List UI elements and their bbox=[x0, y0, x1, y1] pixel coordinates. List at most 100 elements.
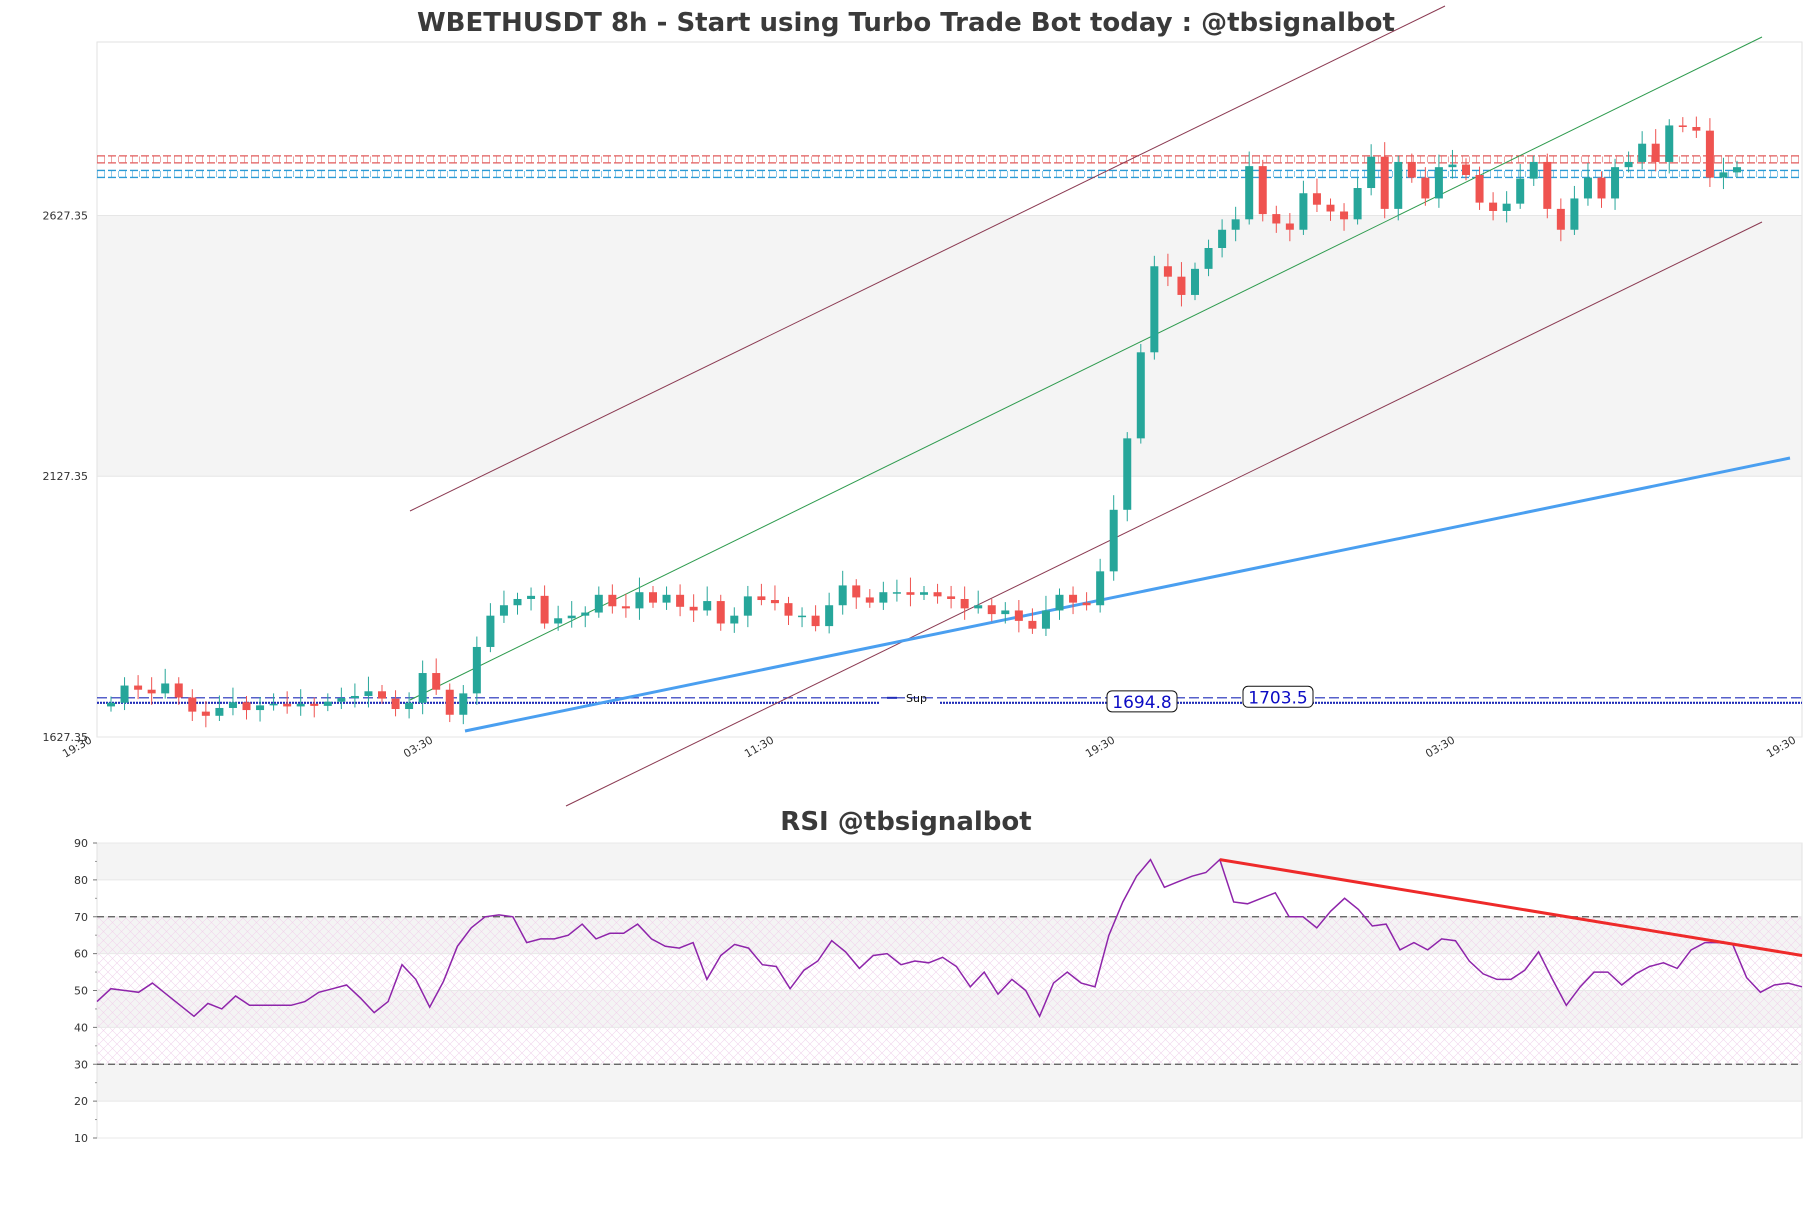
rsi-y-tick: 50 bbox=[74, 985, 88, 998]
level-label: 1703.5 bbox=[1248, 688, 1307, 708]
candle-down bbox=[1014, 610, 1023, 621]
candle-up bbox=[405, 702, 414, 710]
candle-up bbox=[1611, 167, 1620, 199]
candle-up bbox=[472, 646, 481, 694]
candle-up bbox=[1299, 193, 1308, 230]
candle-down bbox=[242, 702, 251, 711]
candle-up bbox=[1570, 198, 1579, 230]
candle-down bbox=[757, 596, 766, 601]
candle-down bbox=[1462, 164, 1470, 175]
candle-down bbox=[1475, 174, 1484, 203]
rsi-band-top bbox=[97, 843, 1802, 880]
candle-down bbox=[811, 615, 820, 627]
candle-up bbox=[296, 703, 305, 707]
trend-support-line bbox=[464, 456, 1791, 733]
candle-down bbox=[445, 689, 454, 715]
candle-down bbox=[1258, 166, 1267, 215]
rsi-y-tick: 60 bbox=[74, 948, 88, 961]
candle-up bbox=[1733, 167, 1741, 173]
candle-down bbox=[621, 606, 630, 609]
channel-lower-line bbox=[565, 221, 1763, 807]
rsi-plot-area bbox=[96, 842, 1803, 1139]
candle-down bbox=[310, 703, 319, 706]
candle-down bbox=[1326, 204, 1335, 212]
candle-down bbox=[852, 585, 861, 598]
channel-mid-line bbox=[409, 36, 1763, 701]
level-label-box bbox=[1106, 690, 1178, 713]
candle-up bbox=[1448, 164, 1457, 168]
candle-down bbox=[1407, 161, 1416, 178]
candle-down bbox=[770, 600, 779, 604]
candle-down bbox=[391, 698, 400, 710]
price-plot-area: Sup 1694.8 1703.5 bbox=[96, 5, 1803, 807]
price-y-tick: 2127.35 bbox=[43, 470, 89, 483]
support-label: Sup bbox=[906, 692, 927, 705]
candle-up bbox=[1245, 166, 1254, 220]
candle-up bbox=[215, 707, 224, 716]
price-chart-title: WBETHUSDT 8h - Start using Turbo Trade B… bbox=[417, 8, 1395, 38]
candle-up bbox=[567, 615, 576, 619]
candle-up bbox=[1109, 509, 1118, 572]
candle-up bbox=[838, 585, 847, 606]
candle-down bbox=[1705, 130, 1714, 178]
candle-down bbox=[1082, 602, 1091, 606]
candle-up bbox=[323, 701, 332, 706]
candle-down bbox=[1163, 266, 1172, 277]
candle-up bbox=[1502, 203, 1511, 211]
candle-down bbox=[540, 595, 549, 624]
candle-down bbox=[947, 596, 956, 599]
candle-up bbox=[364, 691, 373, 696]
candle-up bbox=[594, 594, 603, 613]
candle-up bbox=[554, 618, 563, 624]
candle-down bbox=[1421, 177, 1430, 199]
candle-up bbox=[1096, 571, 1105, 606]
candle-up bbox=[161, 683, 170, 694]
candle-up bbox=[1394, 161, 1403, 209]
candle-down bbox=[283, 703, 292, 707]
candle-up bbox=[1434, 167, 1443, 199]
candle-down bbox=[1556, 208, 1565, 230]
candle-down bbox=[1597, 177, 1606, 199]
candle-up bbox=[513, 598, 522, 606]
candle-down bbox=[378, 691, 386, 699]
rsi-y-tick: 30 bbox=[74, 1058, 88, 1071]
candle-down bbox=[1543, 161, 1552, 209]
candle-up bbox=[1529, 161, 1538, 179]
candle-up bbox=[107, 702, 115, 707]
rsi-y-tick: 10 bbox=[74, 1132, 88, 1145]
candle-down bbox=[147, 689, 156, 694]
candle-down bbox=[188, 697, 197, 712]
price-y-tick: 2627.35 bbox=[43, 209, 89, 222]
candle-up bbox=[418, 673, 427, 703]
candle-up bbox=[581, 612, 590, 616]
candle-up bbox=[350, 695, 359, 699]
candle-up bbox=[1136, 352, 1145, 439]
candle-up bbox=[743, 596, 752, 616]
candle-up bbox=[1041, 610, 1050, 629]
candle-up bbox=[1516, 178, 1525, 204]
candle-up bbox=[1150, 266, 1159, 353]
rsi-chart-title: RSI @tbsignalbot bbox=[780, 807, 1031, 837]
candle-up bbox=[1123, 438, 1132, 510]
candle-down bbox=[689, 606, 698, 611]
candle-up bbox=[879, 592, 888, 603]
candle-down bbox=[865, 597, 874, 603]
candle-down bbox=[649, 592, 657, 603]
candle-down bbox=[784, 603, 793, 616]
candle-up bbox=[892, 592, 901, 594]
candle-down bbox=[1177, 276, 1186, 295]
candle-up bbox=[974, 605, 983, 609]
candle-up bbox=[920, 592, 928, 595]
rsi-band-30-20 bbox=[97, 1064, 1802, 1102]
candle-down bbox=[1285, 223, 1294, 230]
candle-up bbox=[486, 615, 495, 647]
candle-up bbox=[527, 595, 536, 599]
candle-down bbox=[1312, 193, 1321, 205]
candle-down bbox=[1692, 127, 1701, 131]
candle-up bbox=[269, 703, 278, 706]
candle-down bbox=[1380, 156, 1389, 209]
candle-down bbox=[1272, 214, 1281, 224]
candle-down bbox=[134, 685, 143, 690]
candle-down bbox=[987, 605, 996, 615]
